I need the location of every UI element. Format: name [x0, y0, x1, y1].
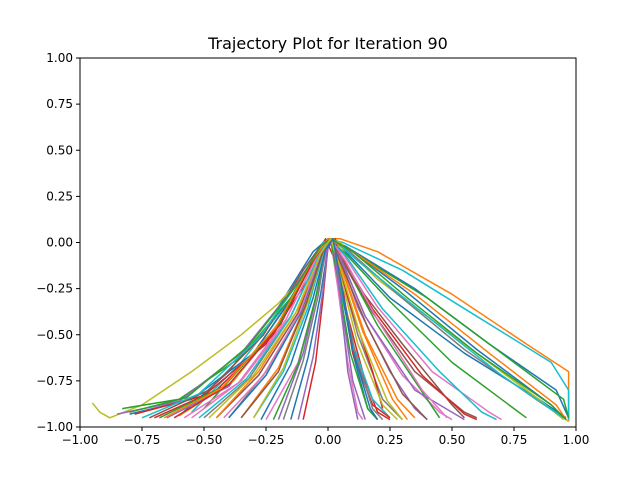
y-tick-label: 0.00	[46, 236, 73, 250]
y-tick-label: 0.75	[46, 97, 73, 111]
y-tick-label: −0.25	[36, 282, 73, 296]
trajectory-lines	[91, 238, 570, 423]
y-tick-label: 1.00	[46, 51, 73, 65]
y-tick-label: −0.75	[36, 374, 73, 388]
y-tick-label: −1.00	[36, 420, 73, 434]
x-tick-label: −0.25	[248, 433, 285, 447]
chart-title: Trajectory Plot for Iteration 90	[207, 34, 448, 53]
x-tick-label: −0.75	[124, 433, 161, 447]
y-tick-label: 0.25	[46, 189, 73, 203]
x-tick-label: 0.25	[377, 433, 404, 447]
x-axis: −1.00 −0.75 −0.50 −0.25 0.00 0.25 0.50 0.75 1.00	[62, 427, 590, 447]
trajectory-line-2	[191, 238, 570, 420]
x-tick-label: −0.50	[186, 433, 223, 447]
x-tick-label: 1.00	[563, 433, 590, 447]
y-axis: 1.00 0.75 0.50 0.25 0.00 −0.25 −0.50 −0.75 −1.00	[36, 51, 80, 434]
x-tick-label: 0.00	[315, 433, 342, 447]
y-tick-label: 0.50	[46, 143, 73, 157]
trajectory-line-40	[260, 238, 379, 421]
trajectory-line-39	[208, 238, 403, 421]
x-tick-label: −1.00	[62, 433, 99, 447]
y-tick-label: −0.50	[36, 328, 73, 342]
x-tick-label: 0.50	[439, 433, 466, 447]
x-tick-label: 0.75	[501, 433, 528, 447]
